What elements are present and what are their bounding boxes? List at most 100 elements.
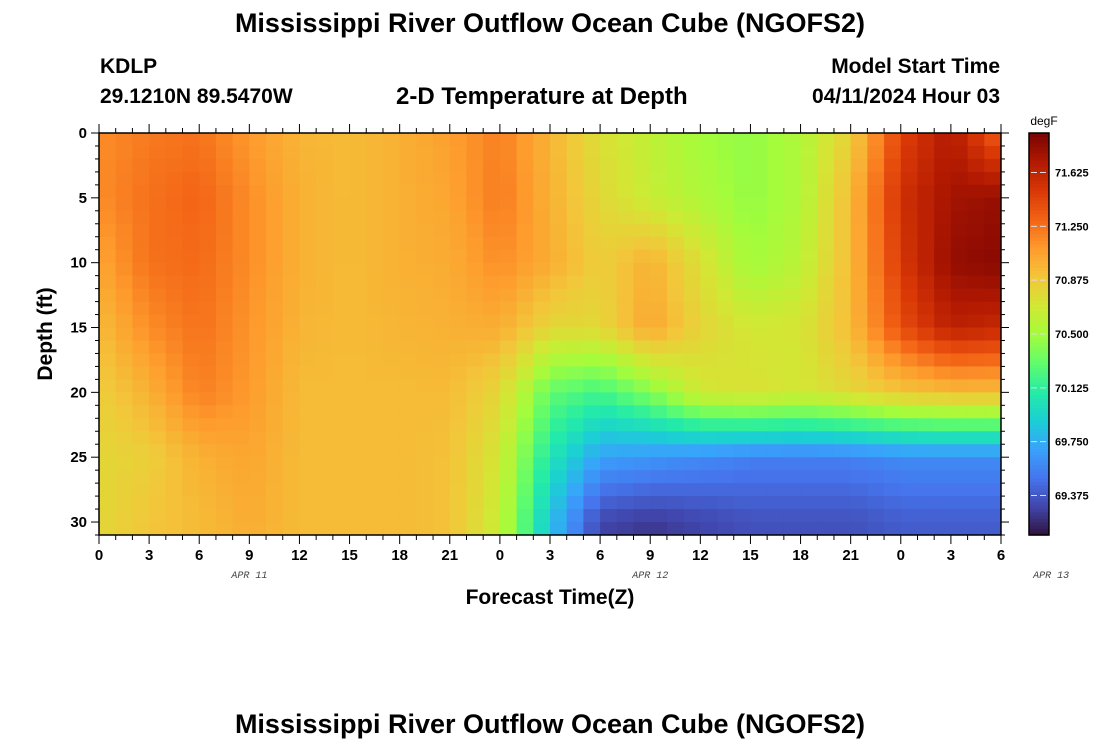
heatmap-cell	[817, 457, 835, 471]
heatmap-cell	[483, 340, 501, 355]
heatmap-cell	[382, 340, 401, 355]
heatmap-cell	[717, 275, 735, 290]
heatmap-cell	[850, 314, 868, 329]
heatmap-cell	[483, 353, 501, 368]
heatmap-cell	[316, 483, 334, 497]
heatmap-cell	[483, 431, 501, 445]
heatmap-cell	[817, 145, 835, 160]
heatmap-cell	[900, 197, 919, 212]
heatmap-cell	[850, 366, 868, 380]
heatmap-cell	[633, 197, 651, 212]
heatmap-cell	[533, 444, 551, 458]
heatmap-cell	[149, 314, 167, 329]
heatmap-cell	[900, 418, 919, 432]
colorbar-swatch	[1029, 390, 1049, 395]
heatmap-cell	[433, 496, 451, 510]
heatmap-cell	[349, 301, 367, 316]
heatmap-cell	[934, 392, 952, 406]
colorbar-swatch	[1029, 474, 1049, 479]
heatmap-cell	[934, 275, 952, 290]
x-tick-label: 0	[496, 547, 504, 564]
heatmap-cell	[132, 314, 150, 329]
heatmap-cell	[650, 392, 668, 406]
heatmap-cell	[600, 431, 618, 445]
heatmap-cell	[566, 431, 584, 445]
heatmap-cell	[884, 366, 902, 380]
heatmap-cell	[516, 158, 534, 173]
heatmap-cell	[232, 171, 250, 186]
colorbar-swatch	[1029, 431, 1049, 436]
heatmap-cell	[884, 262, 902, 277]
heatmap-cell	[165, 418, 184, 432]
heatmap-cell	[182, 431, 200, 445]
heatmap-cell	[817, 496, 835, 510]
heatmap-cell	[466, 509, 484, 523]
heatmap-cell	[750, 366, 768, 380]
heatmap-cell	[550, 223, 568, 238]
heatmap-cell	[800, 301, 818, 316]
heatmap-cell	[332, 496, 351, 510]
heatmap-cell	[950, 236, 969, 251]
heatmap-cell	[366, 457, 384, 471]
heatmap-cell	[917, 249, 935, 264]
colorbar-swatch	[1029, 330, 1049, 335]
heatmap-cell	[199, 392, 217, 406]
heatmap-cell	[666, 470, 685, 484]
heatmap-cell	[817, 210, 835, 225]
colorbar-swatch	[1029, 394, 1049, 399]
heatmap-cell	[533, 496, 551, 510]
colorbar-swatch	[1029, 283, 1049, 288]
heatmap-cell	[149, 262, 167, 277]
heatmap-cell	[132, 327, 150, 342]
heatmap-cell	[416, 158, 434, 173]
heatmap-cell	[215, 262, 234, 277]
heatmap-cell	[499, 418, 518, 432]
heatmap-cell	[349, 470, 367, 484]
colorbar-swatch	[1029, 317, 1049, 322]
heatmap-cell	[833, 353, 852, 368]
heatmap-cell	[99, 340, 117, 355]
heatmap-cell	[165, 223, 184, 238]
heatmap-cell	[633, 327, 651, 342]
heatmap-cell	[165, 431, 184, 445]
heatmap-cell	[416, 509, 434, 523]
heatmap-cell	[800, 431, 818, 445]
colorbar-swatch	[1029, 451, 1049, 456]
heatmap-cell	[132, 483, 150, 497]
heatmap-cell	[884, 470, 902, 484]
heatmap-cell	[382, 483, 401, 497]
heatmap-cell	[783, 210, 802, 225]
heatmap-cell	[115, 275, 133, 290]
heatmap-cell	[850, 275, 868, 290]
heatmap-cell	[917, 418, 935, 432]
heatmap-cell	[449, 275, 468, 290]
heatmap-cell	[833, 457, 852, 471]
heatmap-cell	[165, 262, 184, 277]
heatmap-cell	[399, 301, 417, 316]
heatmap-cell	[232, 145, 250, 160]
heatmap-cell	[566, 275, 584, 290]
heatmap-cell	[783, 405, 802, 419]
heatmap-cell	[332, 327, 351, 342]
heatmap-cell	[399, 392, 417, 406]
heatmap-cell	[600, 223, 618, 238]
heatmap-cell	[299, 249, 317, 264]
heatmap-cell	[366, 288, 384, 303]
heatmap-cell	[99, 366, 117, 380]
heatmap-cell	[399, 327, 417, 342]
heatmap-cell	[215, 366, 234, 380]
heatmap-cell	[449, 522, 468, 535]
heatmap-cell	[950, 223, 969, 238]
heatmap-cell	[733, 171, 752, 186]
heatmap-cell	[299, 366, 317, 380]
colorbar-swatch	[1029, 501, 1049, 506]
heatmap-cell	[666, 275, 685, 290]
heatmap-cell	[850, 457, 868, 471]
heatmap-cell	[666, 184, 685, 199]
heatmap-cell	[850, 405, 868, 419]
heatmap-cell	[934, 171, 952, 186]
heatmap-cell	[349, 133, 367, 147]
heatmap-cell	[717, 249, 735, 264]
heatmap-cell	[783, 522, 802, 535]
heatmap-cell	[466, 522, 484, 535]
